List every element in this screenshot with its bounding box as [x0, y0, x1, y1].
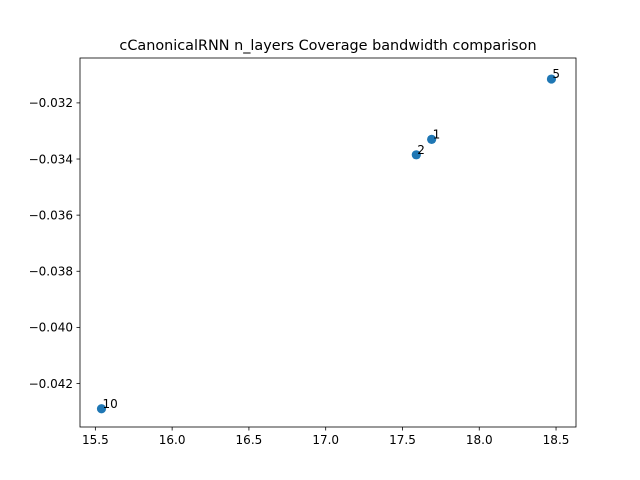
- x-tick-label: 18.5: [543, 433, 570, 447]
- point-label: 2: [417, 143, 425, 157]
- point-label: 10: [102, 397, 117, 411]
- x-tick-label: 17.0: [312, 433, 339, 447]
- y-tick-label: −0.036: [29, 208, 73, 222]
- y-tick-label: −0.040: [29, 321, 73, 335]
- axes-frame: [79, 57, 577, 428]
- y-tick-label: −0.042: [29, 377, 73, 391]
- y-tick-label: −0.034: [29, 152, 73, 166]
- point-label: 5: [552, 67, 560, 81]
- x-tick-label: 15.5: [82, 433, 109, 447]
- data-point: [546, 74, 557, 84]
- x-tick-label: 17.5: [389, 433, 416, 447]
- data-point: [96, 404, 107, 414]
- chart-title: cCanonicalRNN n_layers Coverage bandwidt…: [119, 38, 536, 54]
- data-point: [411, 150, 421, 160]
- y-tick-label: −0.038: [29, 265, 73, 279]
- x-tick-label: 16.0: [159, 433, 186, 447]
- x-tick-label: 16.5: [236, 433, 263, 447]
- x-tick-label: 18.0: [466, 433, 493, 447]
- plot-area: 15.5 16.0 16.5 17.0 17.5 18.0 18.5 −0.032 −0.034…: [29, 57, 577, 447]
- point-label: 1: [433, 127, 441, 141]
- data-point: [427, 134, 437, 144]
- y-tick-label: −0.032: [29, 96, 73, 110]
